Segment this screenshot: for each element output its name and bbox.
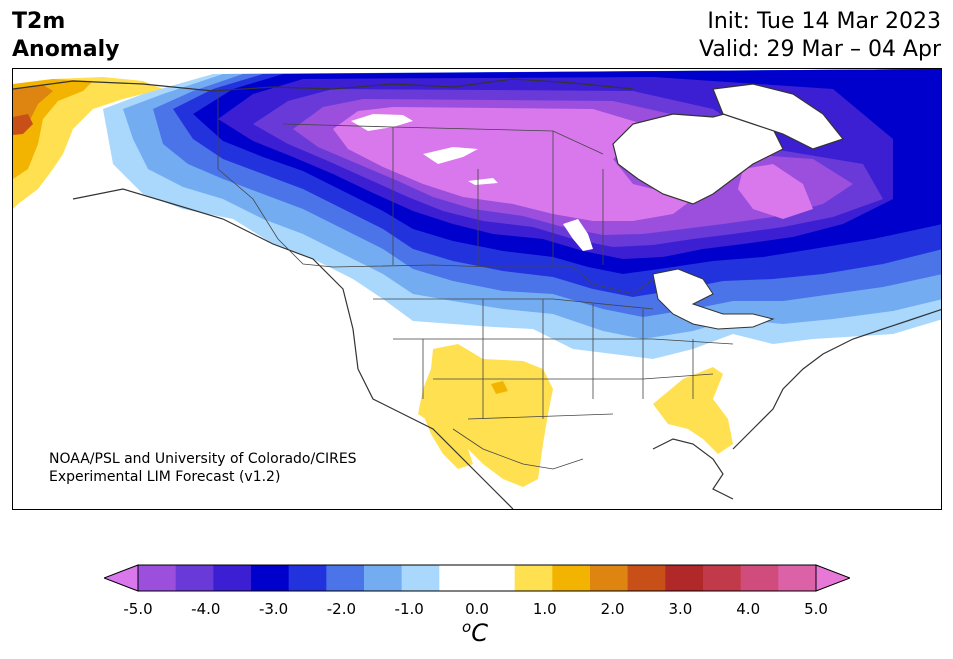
title-line-1: T2m — [12, 9, 66, 34]
lake-athabasca — [468, 178, 498, 185]
colorbar-tick-label: 0.0 — [465, 600, 489, 618]
colorbar-bin — [590, 565, 629, 591]
attribution: NOAA/PSL and University of Colorado/CIRE… — [49, 450, 357, 486]
labrador-magenta — [738, 164, 813, 219]
alaska-rust-region — [13, 114, 33, 135]
map-title: T2m Anomaly — [12, 8, 119, 64]
colorbar-tick-label: 5.0 — [804, 600, 828, 618]
units-symbol: C — [471, 619, 488, 647]
attribution-line-2: Experimental LIM Forecast (v1.2) — [49, 469, 281, 485]
colorbar-bin — [703, 565, 742, 591]
colorbar-bins — [138, 565, 817, 591]
colorbar-bin — [439, 565, 478, 591]
colorbar-bin — [514, 565, 553, 591]
colorbar-tick-label: -2.0 — [326, 600, 357, 618]
colorbar-bin — [552, 565, 591, 591]
political-borders — [217, 89, 734, 470]
degree-symbol: o — [462, 618, 472, 636]
colorbar-bin — [665, 565, 704, 591]
great-slave-lake — [423, 147, 478, 164]
colorbar-bin — [401, 565, 440, 591]
great-bear-lake — [351, 114, 413, 131]
colorbar-bin — [477, 565, 516, 591]
colorbar-over-arrow — [815, 564, 850, 592]
colorbar-bin — [740, 565, 779, 591]
colorbar-bin — [251, 565, 290, 591]
colorbar-tick-label: 4.0 — [736, 600, 761, 618]
map-canvas — [13, 69, 941, 509]
colorbar-bin — [364, 565, 403, 591]
colorbar-tick-label: -5.0 — [123, 600, 153, 618]
colorbar-bin — [778, 565, 817, 591]
colorbar-tick-label: 1.0 — [532, 600, 557, 618]
colorbar-outline — [137, 564, 817, 592]
southeast-warm-region — [653, 367, 733, 454]
colorbar-tick-label: -3.0 — [258, 600, 289, 618]
attribution-line-1: NOAA/PSL and University of Colorado/CIRE… — [49, 451, 357, 467]
colorbar-bin — [288, 565, 327, 591]
lake-winnipeg — [563, 219, 593, 251]
southwest-warm-region — [418, 344, 553, 487]
init-date: Init: Tue 14 Mar 2023 — [707, 9, 941, 34]
units-label: oC — [462, 618, 488, 647]
colorbar-bin — [138, 565, 177, 591]
colorbar-tick-label: -1.0 — [394, 600, 424, 618]
valid-range: Valid: 29 Mar – 04 Apr — [699, 37, 941, 62]
colorbar-bin — [175, 565, 214, 591]
baja-warm-region — [421, 409, 473, 469]
colorbar-tick-label: 2.0 — [600, 600, 625, 618]
anomaly-map — [12, 68, 942, 510]
great-lakes — [652, 268, 775, 330]
title-line-2: Anomaly — [12, 37, 120, 62]
colorbar-bin — [627, 565, 666, 591]
colorbar — [104, 564, 850, 592]
colorbar-tick-label: -4.0 — [191, 600, 221, 618]
coastlines — [13, 78, 941, 509]
colorbar-bin — [213, 565, 252, 591]
colorbar-under-arrow — [104, 564, 139, 592]
forecast-dates: Init: Tue 14 Mar 2023 Valid: 29 Mar – 04… — [699, 8, 941, 64]
colorbar-bin — [326, 565, 365, 591]
baffin-region — [712, 83, 845, 150]
gold-spot — [491, 381, 508, 394]
colorbar-tick-label: 3.0 — [668, 600, 693, 618]
